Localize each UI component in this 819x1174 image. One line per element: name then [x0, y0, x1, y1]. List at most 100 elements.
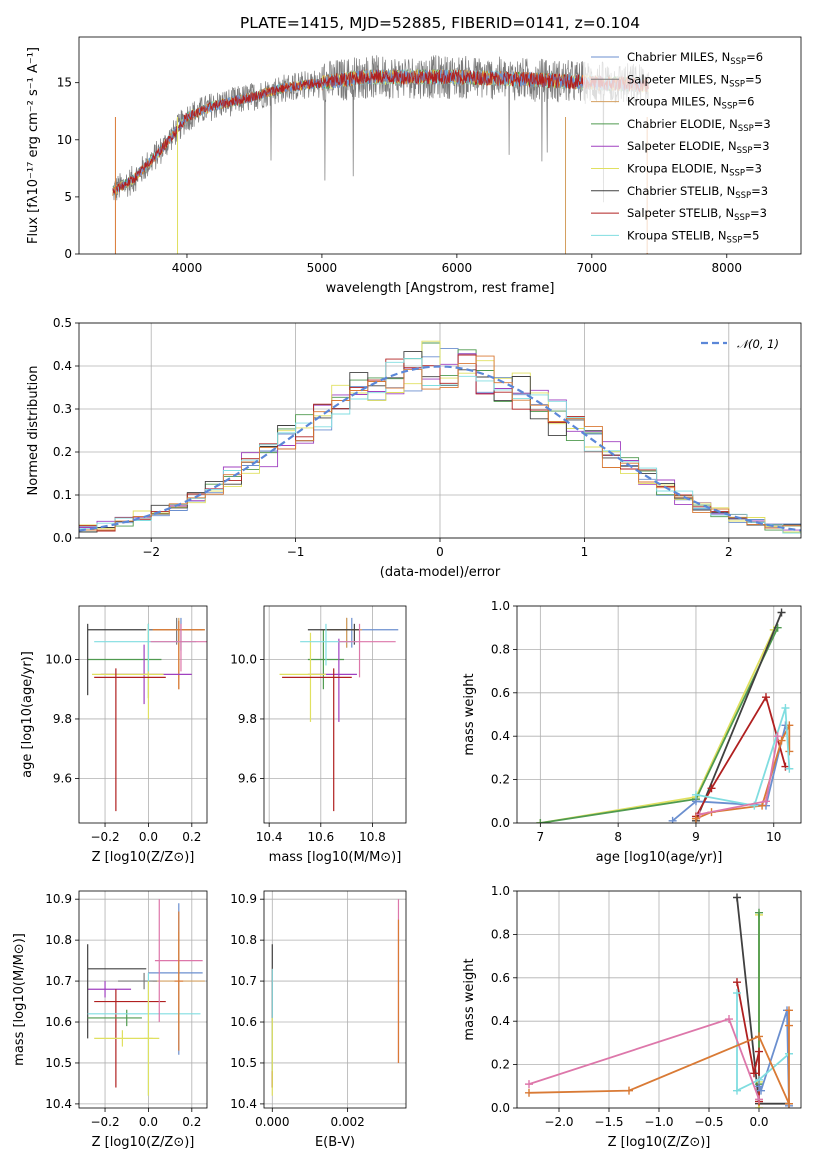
y-axis-label: mass [log10(M/M⊙)] [12, 933, 27, 1066]
x-tick-label: −2 [142, 545, 160, 559]
plot-area [525, 893, 793, 1108]
weight-marker [755, 1032, 763, 1041]
weight-line [540, 627, 779, 823]
y-tick-label: 9.6 [53, 771, 72, 785]
y-tick-label: 9.6 [238, 771, 257, 785]
y-tick-label: 0.4 [491, 1014, 510, 1028]
panel-mass_weight_vs_Z: −2.0 −1.5 −1.0 −0.5 0.0 0.0 0.2 0.4 0.6 0.8 1.0 Z [… [462, 884, 802, 1150]
legend-label: Chabrier ELODIE, NSSP=3 [627, 117, 771, 134]
y-tick-label: 0.4 [491, 729, 510, 743]
x-tick-label: 6000 [442, 261, 473, 275]
x-axis-label: mass [log10(M/M⊙)] [269, 850, 402, 865]
x-tick-label: −1.5 [594, 1115, 623, 1129]
y-tick-label: 10.0 [45, 653, 72, 667]
y-tick-label: 10.0 [230, 653, 257, 667]
y-tick-label: 10.4 [230, 1097, 257, 1111]
gaussian-curve [79, 365, 801, 532]
panel-residuals: −2 −1 0 1 2 0.0 0.1 0.2 0.3 0.4 0.5 (data-model)/er… [26, 316, 802, 580]
y-tick-label: 9.8 [238, 712, 257, 726]
weight-marker [757, 1086, 765, 1095]
x-axis-label: Z [log10(Z/Z⊙)] [92, 850, 195, 865]
legend-label: Kroupa ELODIE, NSSP=3 [627, 162, 762, 179]
weight-marker [525, 1088, 533, 1097]
histogram-step [79, 355, 801, 531]
y-tick-label: 10.8 [230, 933, 257, 947]
panel-age_vs_Z: −0.2 0.0 0.2 9.6 9.8 10.0 Z [log10(Z/Z⊙)] age [… [20, 605, 208, 865]
weight-marker [777, 736, 786, 745]
legend-box [583, 41, 796, 253]
legend-label: Salpeter ELODIE, NSSP=3 [627, 139, 770, 156]
weight-marker [777, 608, 786, 617]
panel-mass_vs_Z: −0.2 0.0 0.2 10.4 10.5 10.6 10.7 10.8 10.9 Z [log… [12, 890, 208, 1150]
x-tick-label: −0.2 [90, 1115, 119, 1129]
weight-marker [525, 1080, 533, 1089]
y-tick-label: 10.5 [230, 1056, 257, 1070]
x-tick-label: −1.0 [644, 1115, 673, 1129]
weight-marker [785, 1099, 793, 1108]
y-tick-label: 0.6 [491, 971, 510, 985]
weight-marker [725, 1015, 733, 1024]
y-tick-label: 0.0 [53, 531, 72, 545]
x-axis-label: Z [log10(Z/Z⊙)] [92, 1135, 195, 1150]
weight-marker [785, 747, 794, 756]
x-tick-label: −1 [287, 545, 305, 559]
y-tick-label: 9.8 [53, 712, 72, 726]
y-tick-label: 0 [64, 247, 72, 261]
x-tick-label: 0.2 [182, 830, 201, 844]
panel-mass_vs_ebv: 0.000 0.002 10.4 10.5 10.6 10.7 10.8 10.9 E(B-V) [230, 890, 407, 1150]
plot-area [271, 899, 400, 1096]
axes-frame [78, 605, 208, 824]
x-tick-label: 0.000 [255, 1115, 289, 1129]
x-tick-label: 10.8 [359, 830, 386, 844]
legend-label: Kroupa STELIB, NSSP=5 [627, 228, 759, 245]
x-tick-label: −0.5 [694, 1115, 723, 1129]
plot-area [79, 340, 801, 534]
legend-label: Chabrier MILES, NSSP=6 [627, 50, 763, 67]
weight-marker [761, 797, 770, 806]
y-axis-label: mass weight [462, 958, 477, 1040]
x-tick-label: 7 [537, 830, 545, 844]
y-tick-label: 10.9 [230, 892, 257, 906]
y-tick-label: 10.6 [230, 1015, 257, 1029]
weight-marker [733, 1086, 741, 1095]
x-axis-label: E(B-V) [315, 1135, 355, 1150]
weight-marker [781, 703, 790, 712]
x-tick-label: 0 [436, 545, 444, 559]
y-tick-label: 10.7 [230, 974, 257, 988]
x-tick-label: 0.0 [139, 1115, 158, 1129]
weight-line [695, 707, 791, 807]
x-tick-label: 10.4 [256, 830, 283, 844]
weight-line [695, 694, 787, 817]
x-axis-label: age [log10(age/yr)] [596, 850, 723, 865]
weight-marker [785, 764, 794, 773]
y-tick-label: 10.4 [45, 1097, 72, 1111]
x-tick-label: 10.6 [307, 830, 334, 844]
x-tick-label: 0.0 [749, 1115, 768, 1129]
y-axis-label: age [log10(age/yr)] [20, 651, 35, 778]
weight-line [736, 897, 789, 1105]
plot-area [87, 617, 207, 812]
weight-marker [668, 816, 677, 823]
x-tick-label: −0.2 [90, 830, 119, 844]
weight-marker [755, 1095, 763, 1104]
spectrum-line [112, 69, 649, 194]
panel-spectrum: 4000 5000 6000 7000 8000 0 5 10 15 wavelength [An… [26, 36, 802, 296]
weight-marker [761, 693, 770, 702]
y-tick-label: 0.8 [491, 927, 510, 941]
y-tick-label: 0.6 [491, 686, 510, 700]
y-tick-label: 0.3 [53, 402, 72, 416]
weight-marker [625, 1086, 633, 1095]
x-tick-label: 0.0 [139, 830, 158, 844]
x-axis-label: wavelength [Angstrom, rest frame] [326, 281, 555, 296]
plot-area [536, 608, 794, 823]
axes-frame [263, 605, 407, 824]
y-tick-label: 10.6 [45, 1015, 72, 1029]
legend-label: Kroupa MILES, NSSP=6 [627, 95, 754, 112]
x-tick-label: 0.002 [330, 1115, 364, 1129]
x-tick-label: 4000 [172, 261, 203, 275]
weight-line [528, 1017, 760, 1100]
y-tick-label: 10.9 [45, 892, 72, 906]
plot-area [279, 617, 399, 812]
y-tick-label: 5 [64, 190, 72, 204]
y-tick-label: 1.0 [491, 599, 510, 613]
